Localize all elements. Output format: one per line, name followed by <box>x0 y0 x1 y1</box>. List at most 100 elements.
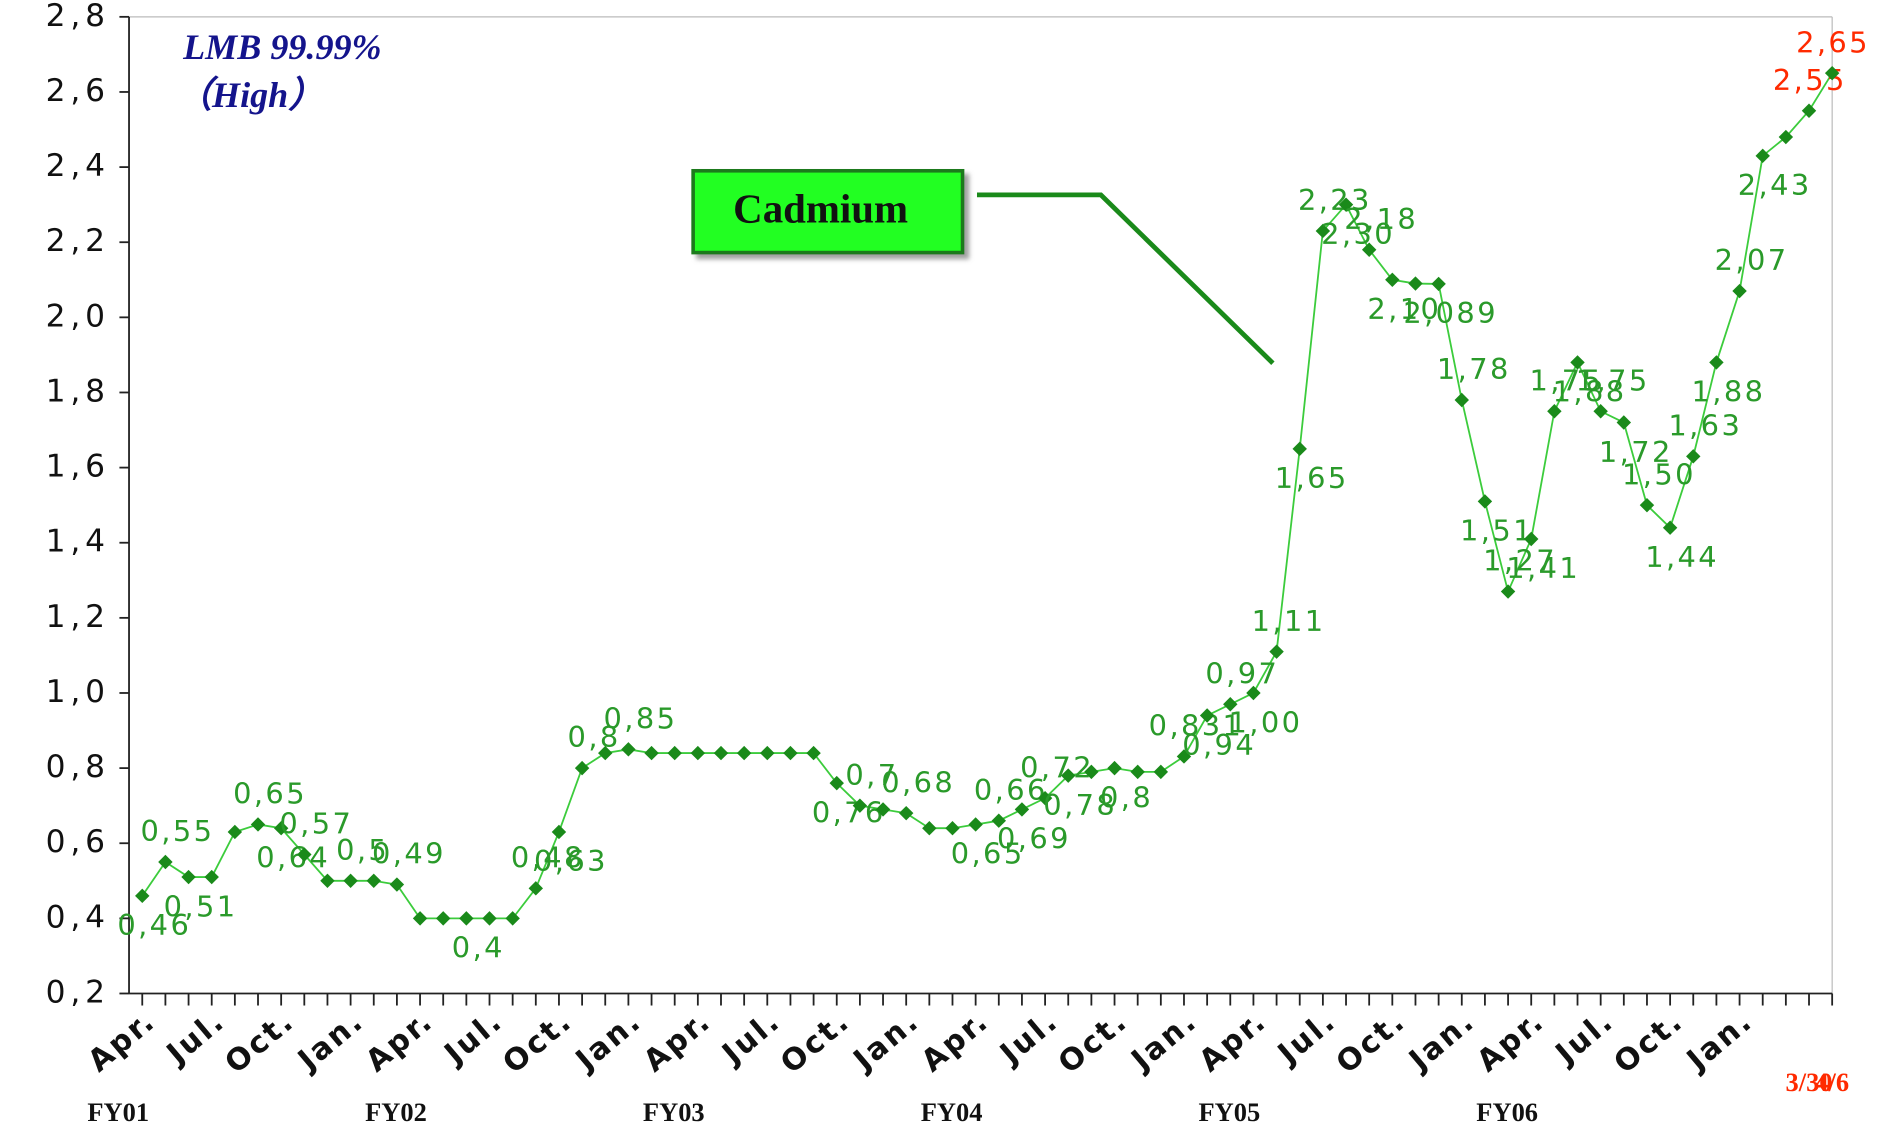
data-label: 1,63 <box>1668 408 1742 442</box>
x-tick-label: Jan. <box>568 1003 649 1079</box>
group-label: FY02 <box>365 1097 427 1127</box>
y-tick-label: 2,4 <box>46 148 110 184</box>
data-point <box>1778 129 1794 145</box>
data-label: 2,65 <box>1796 25 1870 59</box>
y-tick-label: 1,8 <box>46 373 110 409</box>
data-point <box>1547 404 1562 419</box>
data-point <box>690 745 706 761</box>
data-label: 1,27 <box>1483 544 1557 578</box>
data-point <box>621 742 636 757</box>
y-tick-label: 1,0 <box>46 674 110 710</box>
data-label: 1,88 <box>1691 375 1765 409</box>
data-point <box>1709 355 1724 370</box>
chart-title: LMB 99.99% <box>182 27 381 67</box>
data-label: 0,72 <box>1020 750 1094 784</box>
data-label: 1,41 <box>1506 551 1580 585</box>
data-label: 0,4 <box>452 931 505 965</box>
data-point <box>1176 749 1192 764</box>
data-point <box>1477 494 1493 509</box>
x-tick-label: Jan. <box>1401 1003 1482 1079</box>
group-label: FY04 <box>921 1097 983 1127</box>
x-tick-label: Apr. <box>1193 1003 1274 1079</box>
data-point <box>273 820 289 836</box>
data-label: 1,50 <box>1622 457 1696 491</box>
callout-text: Cadmium <box>733 186 908 231</box>
data-label: 0,7 <box>845 758 898 792</box>
y-tick-label: 2,0 <box>46 298 110 334</box>
x-tick-label: Oct. <box>774 1003 857 1080</box>
data-point <box>1593 404 1608 419</box>
x-tick-label: Jul. <box>437 1003 510 1072</box>
data-point <box>1338 197 1354 212</box>
x-tick-label: Jan. <box>846 1003 927 1079</box>
data-point <box>1292 441 1307 457</box>
group-label: FY06 <box>1476 1097 1538 1127</box>
data-label: 2,43 <box>1738 168 1812 202</box>
data-label: 1,78 <box>1437 352 1511 386</box>
data-point <box>829 775 844 791</box>
y-tick-label: 1,4 <box>46 524 110 560</box>
data-label: 0,49 <box>372 837 446 871</box>
data-point <box>783 745 798 761</box>
data-point <box>945 820 960 836</box>
data-point <box>204 869 219 885</box>
group-label: FY05 <box>1199 1097 1261 1127</box>
data-label: 0,94 <box>1182 728 1256 762</box>
data-point <box>1732 283 1747 299</box>
x-tick-label: Oct. <box>1608 1003 1691 1080</box>
x-tick-label: Oct. <box>496 1003 579 1080</box>
data-point <box>1524 531 1539 547</box>
data-point <box>1061 768 1076 783</box>
y-tick-label: 0,6 <box>46 824 110 860</box>
data-point <box>227 824 243 840</box>
callout-box <box>691 168 965 255</box>
data-point <box>1662 520 1678 535</box>
y-tick-label: 0,2 <box>46 974 110 1010</box>
data-point <box>598 745 613 761</box>
data-point <box>551 824 567 840</box>
data-point <box>1199 708 1215 723</box>
data-label: 0,69 <box>997 822 1071 856</box>
data-label: 0,48 <box>511 840 585 874</box>
y-tick-label: 1,6 <box>46 449 110 485</box>
y-tick-label: 2,2 <box>46 223 110 259</box>
data-label: 2,23 <box>1298 183 1372 217</box>
y-tick-label: 0,4 <box>46 899 110 935</box>
data-label: 0,55 <box>140 814 214 848</box>
data-point <box>1037 790 1053 806</box>
y-tick-label: 2,8 <box>46 0 110 34</box>
data-point <box>528 881 544 896</box>
data-point <box>852 798 868 813</box>
data-label: 1,11 <box>1252 604 1326 638</box>
data-label: 0,76 <box>812 795 886 829</box>
data-point <box>1014 802 1030 817</box>
data-label: 1,00 <box>1229 705 1303 739</box>
data-point <box>343 873 358 889</box>
x-tick-label: Jan. <box>1124 1003 1205 1079</box>
x-tick-label: Apr. <box>1470 1003 1551 1079</box>
x-tick-label: Oct. <box>1052 1003 1135 1080</box>
data-point <box>1431 276 1446 292</box>
data-point <box>1801 103 1817 118</box>
x-tick-label: Jan. <box>290 1003 371 1079</box>
data-point <box>1107 760 1122 776</box>
data-point <box>898 805 914 821</box>
data-label: 0,51 <box>164 889 238 923</box>
data-point <box>181 869 196 885</box>
data-point <box>875 802 891 817</box>
data-label: 1,75 <box>1529 363 1603 397</box>
data-label: 0,78 <box>1043 788 1117 822</box>
data-label: 0,831 <box>1149 709 1244 743</box>
x-tick-label: Jan. <box>1679 1003 1760 1079</box>
data-point <box>389 877 405 892</box>
data-label: 0,68 <box>881 765 955 799</box>
data-label: 0,5 <box>336 833 389 867</box>
group-label: FY03 <box>643 1097 705 1127</box>
data-point <box>320 873 335 889</box>
data-point <box>991 813 1007 828</box>
data-label: 2,07 <box>1715 243 1789 277</box>
group-label: FY01 <box>87 1097 149 1127</box>
data-label: 1,75 <box>1576 363 1650 397</box>
data-point <box>505 911 520 926</box>
